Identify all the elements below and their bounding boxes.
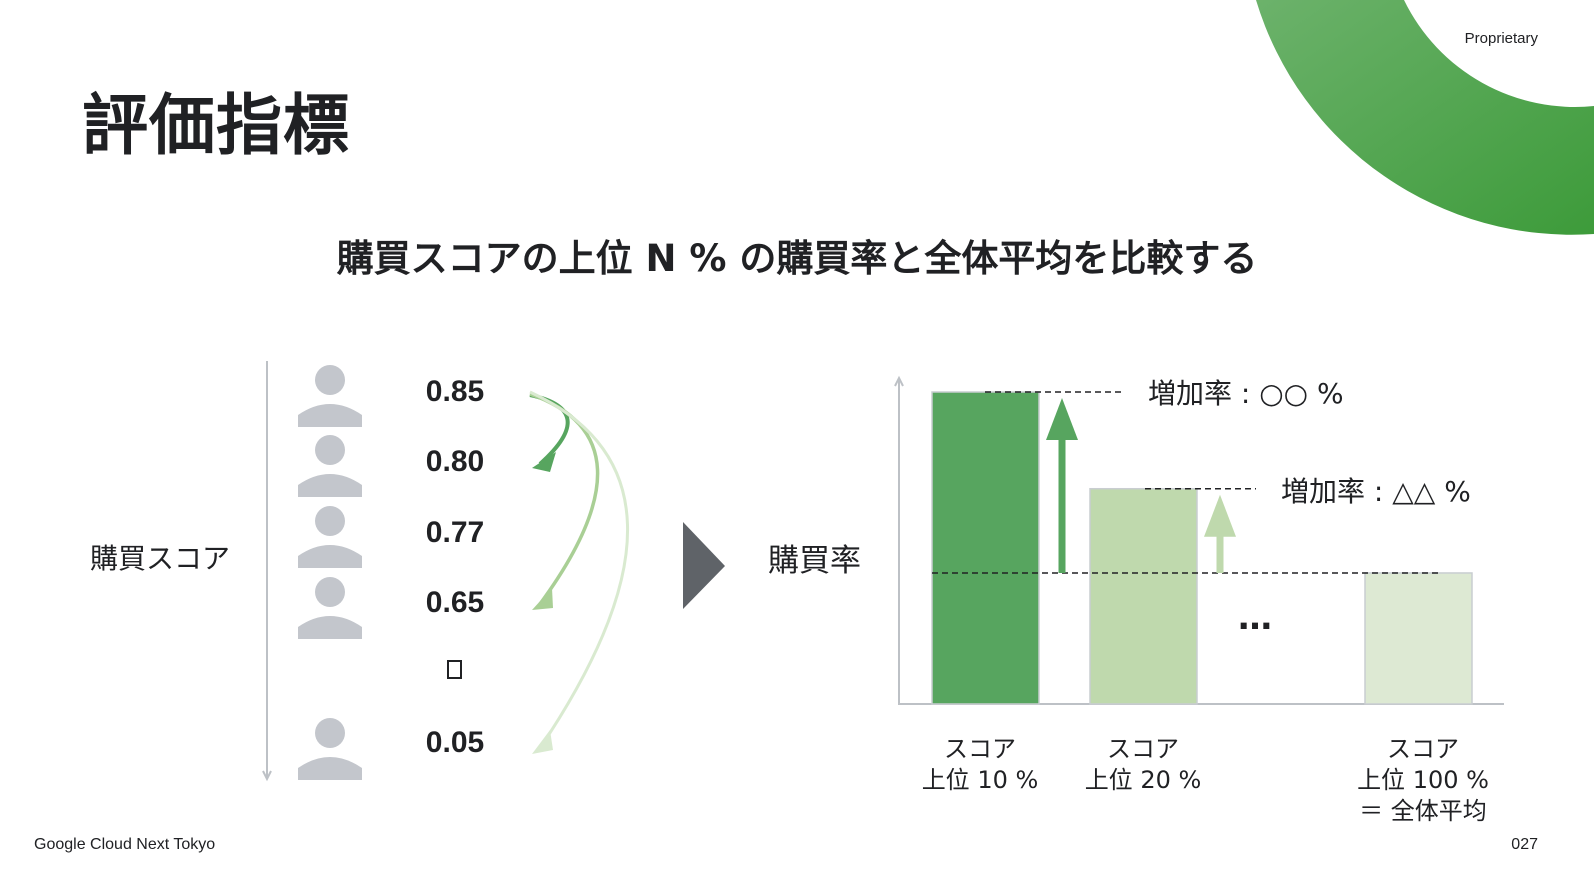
bars-ellipsis: … (1238, 598, 1272, 638)
score-axis-label: 購買スコア (90, 542, 231, 575)
play-triangle-icon (683, 522, 725, 609)
increase-arrow-icon (1046, 398, 1078, 573)
bar-tick-label-line: ＝ 全体平均 (1359, 797, 1487, 825)
person-icon (298, 506, 362, 568)
score-value: 0.05 (425, 726, 485, 759)
curved-arrow-head-icon (532, 730, 553, 754)
chart-bar (931, 391, 1040, 705)
score-value: 0.85 (425, 375, 485, 408)
bar-tick-label-line: 上位 10 % (921, 766, 1039, 794)
footer-brand: Google Cloud Next Tokyo (34, 836, 216, 853)
rate-axis-label: 購買率 (768, 543, 861, 579)
curved-arrow-head-icon (532, 452, 556, 472)
chart-bar (1089, 487, 1198, 705)
bar-tick-label: スコア 上位 20 % (1053, 734, 1233, 796)
bar-tick-label-line: スコア (1387, 735, 1459, 763)
chart-bar (1364, 572, 1473, 705)
person-icon (298, 577, 362, 639)
score-value: 0.80 (425, 445, 485, 478)
proprietary-label: Proprietary (1464, 30, 1538, 47)
bar-tick-label: スコア 上位 100 % ＝ 全体平均 (1333, 734, 1513, 827)
bar-tick-label-line: スコア (1107, 735, 1179, 763)
gain-annotation: 増加率 : ○○ % (1148, 377, 1344, 410)
person-icon (298, 365, 362, 427)
score-value: 0.65 (425, 586, 485, 619)
score-axis-arrowhead (262, 770, 272, 782)
increase-arrow-icon (1204, 494, 1236, 573)
bar-tick-label-line: 上位 100 % (1357, 766, 1489, 794)
curved-arrow-icon (529, 390, 629, 749)
page-title: 評価指標 (82, 87, 350, 164)
bar-tick-label-line: スコア (944, 735, 1016, 763)
person-icon (298, 718, 362, 780)
bar-tick-label-line: 上位 20 % (1084, 766, 1202, 794)
chart-y-axis-arrowhead (894, 375, 904, 387)
curved-arrow-head-icon (532, 588, 553, 610)
subtitle: 購買スコアの上位 N % の購買率と全体平均を比較する (336, 237, 1258, 280)
person-icon (298, 435, 362, 497)
score-value: 0.77 (425, 516, 485, 549)
bar-tick-label: スコア 上位 10 % (890, 734, 1070, 796)
gain-annotation: 増加率 : △△ % (1281, 475, 1471, 508)
square-placeholder-icon (447, 660, 462, 679)
page-number: 027 (1511, 836, 1538, 853)
